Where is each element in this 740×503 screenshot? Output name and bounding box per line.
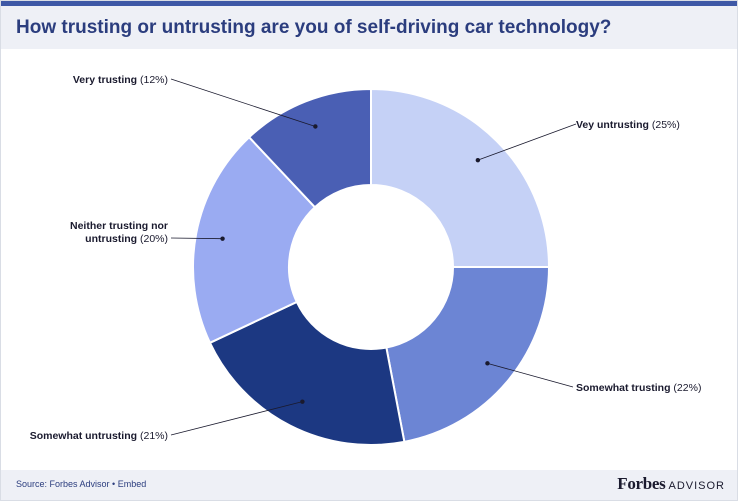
- chart-header: How trusting or untrusting are you of se…: [1, 1, 737, 49]
- leader-dot-vey-untrusting: [475, 157, 481, 163]
- leader-line-vey-untrusting: [477, 123, 577, 161]
- slice-label-somewhat-trusting: Somewhat trusting (22%): [576, 382, 701, 394]
- footer: Source: Forbes Advisor • Embed Forbes ADV…: [1, 470, 737, 500]
- slice-somewhat-untrusting: [208, 300, 406, 446]
- slice-value-vey-untrusting: (25%): [649, 119, 680, 131]
- chart-title: How trusting or untrusting are you of se…: [16, 17, 612, 38]
- slice-value-neither-trusting-nor-untrusting: (20%): [137, 233, 168, 245]
- forbes-advisor-logo: Forbes ADVISOR: [617, 474, 725, 494]
- brand-sub: ADVISOR: [668, 480, 725, 492]
- slice-value-somewhat-trusting: (22%): [671, 382, 702, 394]
- leader-line-somewhat-untrusting: [170, 401, 303, 436]
- slice-vey-untrusting: [370, 87, 551, 268]
- slice-label-somewhat-untrusting: Somewhat untrusting (21%): [30, 430, 168, 442]
- brand-name: Forbes: [617, 474, 666, 493]
- slice-label-vey-untrusting: Vey untrusting (25%): [576, 119, 680, 131]
- slice-neither-trusting-nor-untrusting: [192, 135, 317, 345]
- slice-value-somewhat-untrusting: (21%): [137, 430, 168, 442]
- slice-label-very-trusting: Very trusting (12%): [73, 74, 168, 86]
- slice-label-neither-trusting-nor-untrusting: Neither trusting nor untrusting (20%): [70, 220, 168, 245]
- slice-somewhat-trusting: [385, 266, 551, 444]
- donut-chart: Vey untrusting (25%) Somewhat trusting (2…: [30, 74, 701, 446]
- leader-line-somewhat-trusting: [487, 362, 574, 388]
- leader-dot-neither-trusting-nor-untrusting: [220, 236, 225, 241]
- leader-dot-somewhat-untrusting: [300, 399, 305, 404]
- leader-line-very-trusting: [170, 78, 316, 127]
- leader-dot-somewhat-trusting: [485, 361, 490, 366]
- leader-dot-very-trusting: [313, 124, 318, 129]
- source-note: Source: Forbes Advisor • Embed: [16, 479, 147, 489]
- slice-value-very-trusting: (12%): [137, 74, 168, 86]
- leader-line-neither-trusting-nor-untrusting: [170, 237, 223, 240]
